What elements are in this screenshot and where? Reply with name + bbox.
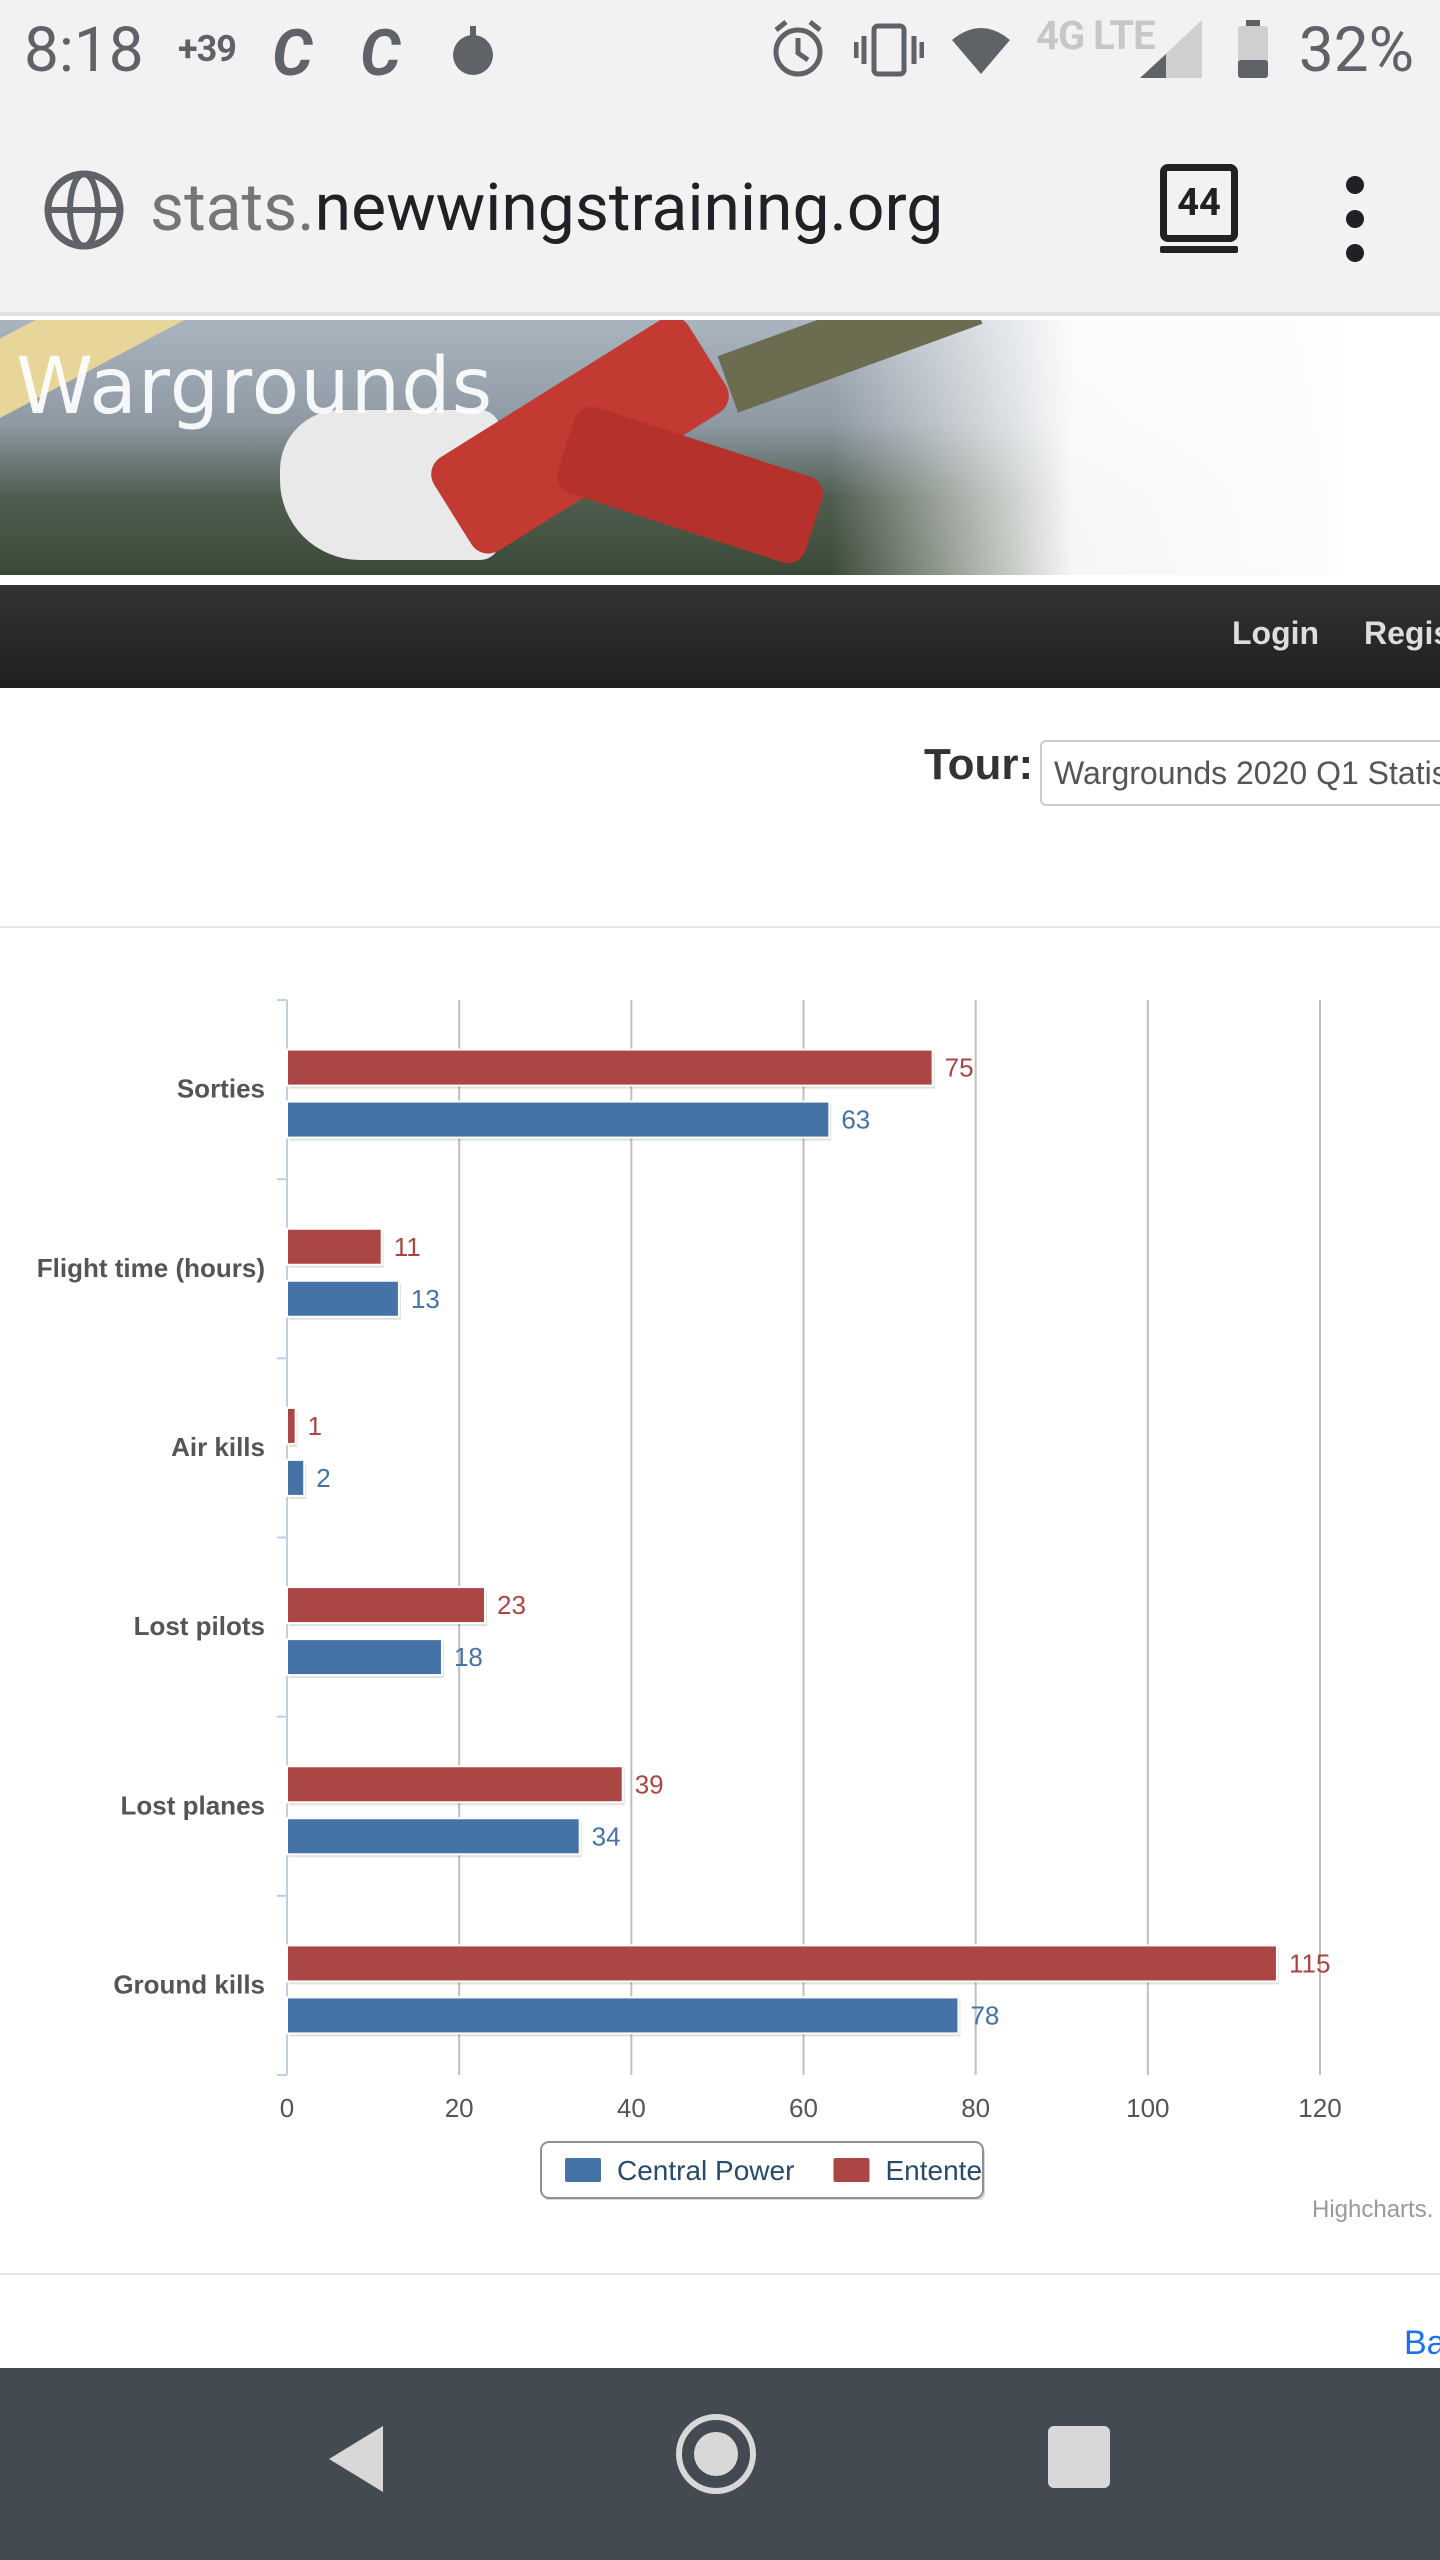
site-navbar: Login Regis xyxy=(0,585,1440,688)
register-link[interactable]: Regis xyxy=(1364,615,1440,651)
status-time: 8:18 xyxy=(24,14,144,87)
legend-swatch xyxy=(833,2158,870,2182)
overflow-menu-icon[interactable] xyxy=(1340,176,1370,266)
data-label: 13 xyxy=(411,1284,440,1314)
wifi-icon xyxy=(952,28,1010,74)
divider xyxy=(0,2273,1440,2275)
category-label: Sorties xyxy=(177,1074,265,1104)
category-label: Flight time (hours) xyxy=(37,1253,265,1283)
bar xyxy=(286,1638,443,1677)
divider xyxy=(0,926,1440,928)
bar xyxy=(286,1279,400,1318)
url-subdomain: stats. xyxy=(150,170,315,247)
data-label: 75 xyxy=(945,1053,974,1083)
x-tick-label: 80 xyxy=(961,2093,990,2123)
x-tick-label: 60 xyxy=(789,2093,818,2123)
category-label: Ground kills xyxy=(113,1969,265,1999)
data-label: 78 xyxy=(970,2000,999,2030)
bar xyxy=(286,1100,831,1139)
x-tick-label: 20 xyxy=(445,2093,474,2123)
bomb-icon xyxy=(453,26,493,75)
site-logo-title[interactable]: Wargrounds xyxy=(16,342,494,432)
battery-icon xyxy=(1238,20,1268,78)
back-link[interactable]: Ba xyxy=(1404,2324,1440,2362)
category-label: Lost planes xyxy=(121,1790,265,1820)
bar xyxy=(286,1586,486,1625)
home-nav-icon[interactable] xyxy=(676,2414,756,2494)
browser-toolbar: stats.newwingstraining.org 44 xyxy=(0,104,1440,316)
bar xyxy=(286,1944,1278,1983)
legend-swatch xyxy=(565,2158,601,2182)
alarm-icon xyxy=(773,20,823,77)
data-label: 39 xyxy=(635,1769,664,1799)
tab-switcher-underline xyxy=(1160,246,1238,253)
category-label: Lost pilots xyxy=(134,1611,265,1641)
back-nav-icon[interactable] xyxy=(325,2424,385,2494)
tour-label: Tour: xyxy=(924,740,1034,789)
data-label: 11 xyxy=(394,1232,421,1262)
data-label: 34 xyxy=(592,1821,621,1851)
url-domain: newwingstraining.org xyxy=(314,170,944,247)
signal-icon xyxy=(1140,20,1202,78)
data-label: 115 xyxy=(1289,1948,1330,1978)
notification-count: +39 xyxy=(178,28,237,70)
address-bar[interactable]: stats.newwingstraining.org xyxy=(150,170,943,247)
banner-plane-wing xyxy=(717,320,983,413)
site-banner: Wargrounds xyxy=(0,320,1340,575)
bar xyxy=(286,1765,624,1804)
tour-select[interactable]: Wargrounds 2020 Q1 Statis xyxy=(1040,740,1440,806)
vibrate-icon xyxy=(854,23,924,77)
x-tick-label: 0 xyxy=(280,2093,294,2123)
android-nav-bar xyxy=(0,2368,1440,2560)
bar xyxy=(286,1817,581,1856)
category-label: Air kills xyxy=(171,1432,265,1462)
x-tick-label: 120 xyxy=(1298,2093,1341,2123)
data-label: 63 xyxy=(841,1105,870,1135)
battery-percent: 32% xyxy=(1298,14,1414,87)
legend-item: Entente xyxy=(886,2155,983,2186)
network-type: 4G LTE xyxy=(1036,12,1156,59)
login-link[interactable]: Login xyxy=(1232,615,1320,651)
status-bar: 8:18 +39 C C 4G LTE 32% xyxy=(0,0,1440,104)
legend-box xyxy=(540,2141,984,2199)
data-label: 1 xyxy=(308,1411,322,1441)
site-info-globe-icon[interactable] xyxy=(42,168,126,252)
data-label: 23 xyxy=(497,1590,526,1620)
legend-item: Central Power xyxy=(617,2155,794,2186)
app-c-icon: C xyxy=(360,16,401,91)
highcharts-credits[interactable]: Highcharts. xyxy=(1312,2196,1434,2223)
bar xyxy=(286,1458,306,1497)
bar xyxy=(286,1227,383,1266)
tab-switcher-button[interactable]: 44 xyxy=(1160,164,1238,242)
x-tick-label: 40 xyxy=(617,2093,646,2123)
data-label: 18 xyxy=(454,1642,483,1672)
recents-nav-icon[interactable] xyxy=(1048,2426,1110,2488)
bar xyxy=(286,1048,934,1087)
app-c-icon: C xyxy=(272,16,313,91)
bar xyxy=(286,1996,960,2035)
data-label: 2 xyxy=(316,1463,330,1493)
x-tick-label: 100 xyxy=(1126,2093,1169,2123)
bar xyxy=(286,1406,297,1445)
stats-bar-chart: 0 20 40 60 80 100 120 Sorties 75 63 Flight time (h… xyxy=(37,999,1342,2200)
